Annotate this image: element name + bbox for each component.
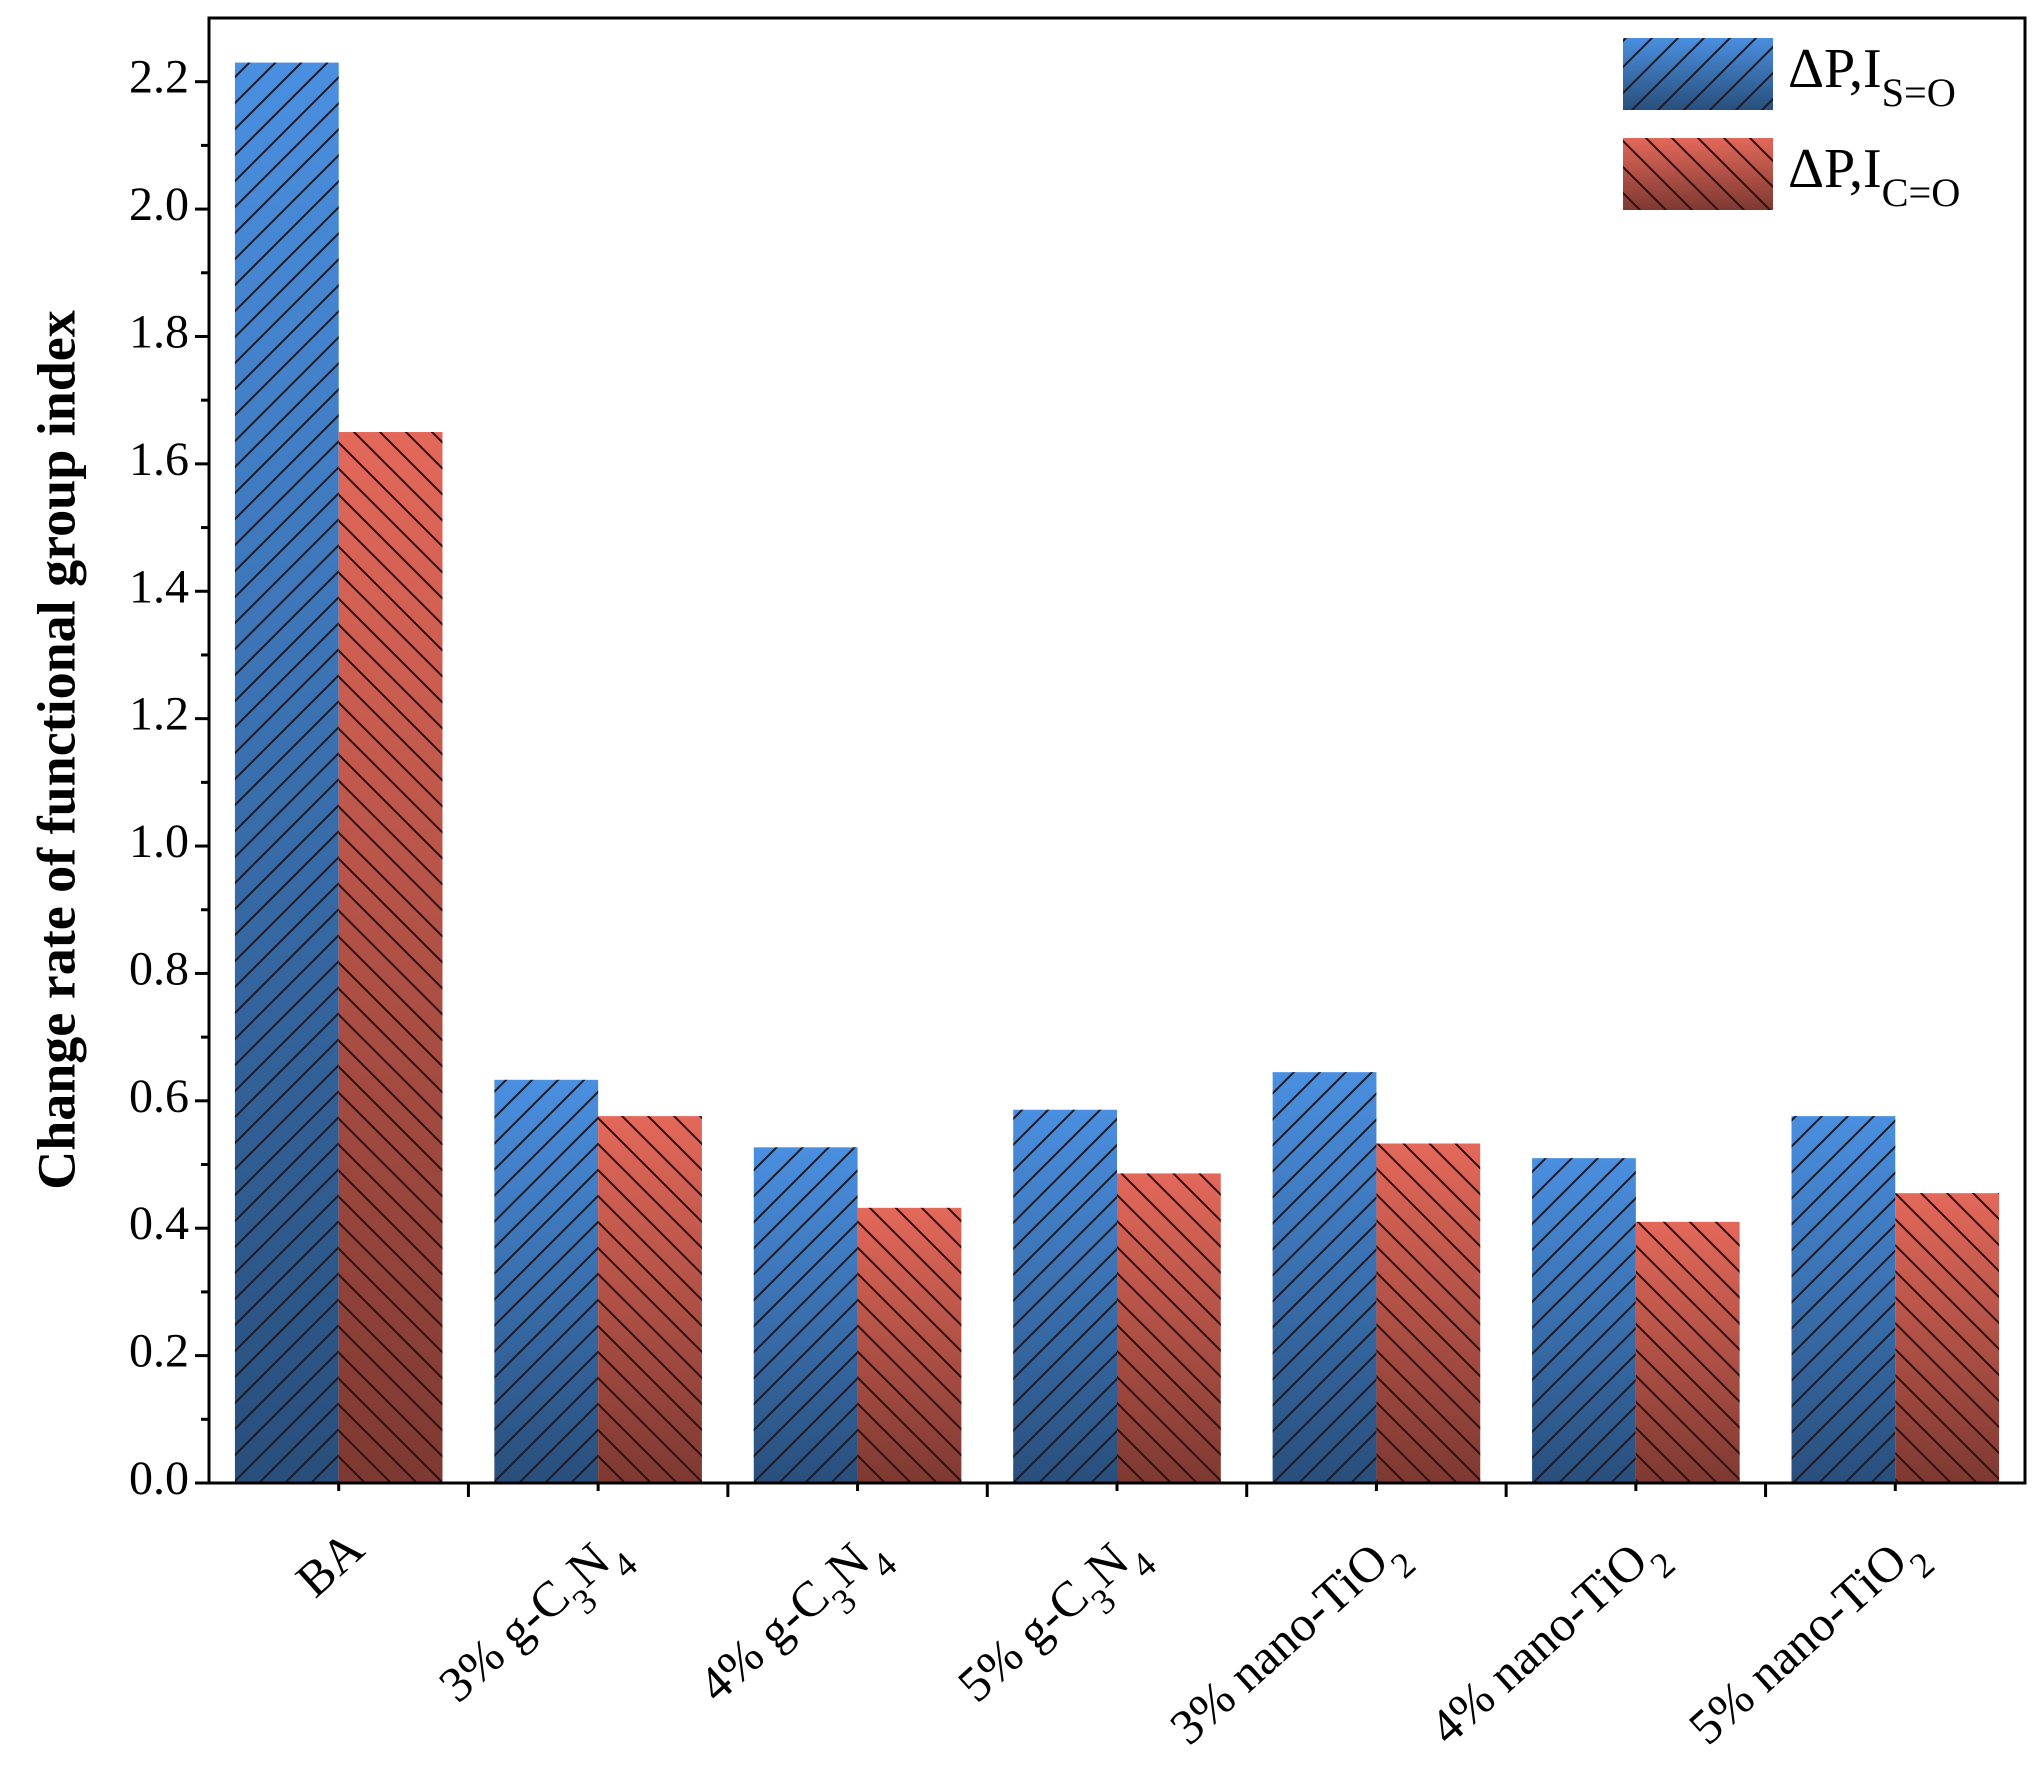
x-tick-label: 4% nano-TiO2 — [1418, 1520, 1682, 1768]
bar-hatch — [1895, 1193, 2000, 1483]
y-tick-label: 1.6 — [129, 433, 189, 486]
y-axis-title: Change rate of functional group index — [26, 310, 86, 1190]
y-tick-label: 0.2 — [129, 1325, 189, 1378]
bar-hatch — [494, 1079, 599, 1483]
bar-hatch — [1635, 1221, 1740, 1483]
x-tick-label: 5% g-C3N4 — [947, 1520, 1164, 1726]
y-tick-label: 2.0 — [129, 178, 189, 231]
x-tick-label: BA — [285, 1520, 374, 1608]
bar-hatch — [1117, 1173, 1221, 1483]
bar-hatch — [234, 62, 339, 1484]
y-tick-label: 0.4 — [129, 1197, 189, 1250]
legend-hatch — [1623, 38, 1773, 110]
bar-hatch — [338, 432, 443, 1483]
bar-hatch — [1791, 1116, 1896, 1483]
y-tick-label: 0.0 — [129, 1452, 189, 1505]
bar-hatch — [1532, 1158, 1636, 1483]
y-tick-label: 0.8 — [129, 942, 189, 995]
bar-hatch — [753, 1147, 858, 1483]
y-tick-label: 1.2 — [129, 688, 189, 741]
y-tick-label: 1.8 — [129, 305, 189, 358]
x-tick-label: 3% nano-TiO2 — [1159, 1520, 1423, 1768]
legend-label: ΔP,IC=O — [1788, 138, 1960, 215]
bar-hatch — [598, 1116, 702, 1483]
y-tick-label: 1.0 — [129, 815, 189, 868]
legend-label: ΔP,IS=O — [1788, 38, 1956, 115]
plot-frame — [207, 16, 2027, 1485]
bar-hatch — [1013, 1109, 1117, 1483]
y-tick-label: 0.6 — [129, 1070, 189, 1123]
bar-hatch — [1376, 1143, 1481, 1483]
legend-hatch — [1623, 138, 1773, 210]
x-tick-label: 5% nano-TiO2 — [1678, 1520, 1942, 1768]
y-tick-label: 2.2 — [129, 51, 189, 104]
bar-hatch — [857, 1207, 962, 1483]
y-tick-label: 1.4 — [129, 560, 189, 613]
bar-hatch — [1272, 1072, 1377, 1483]
x-tick-label: 4% g-C3N4 — [687, 1520, 904, 1726]
x-tick-label: 3% g-C3N4 — [428, 1520, 645, 1726]
